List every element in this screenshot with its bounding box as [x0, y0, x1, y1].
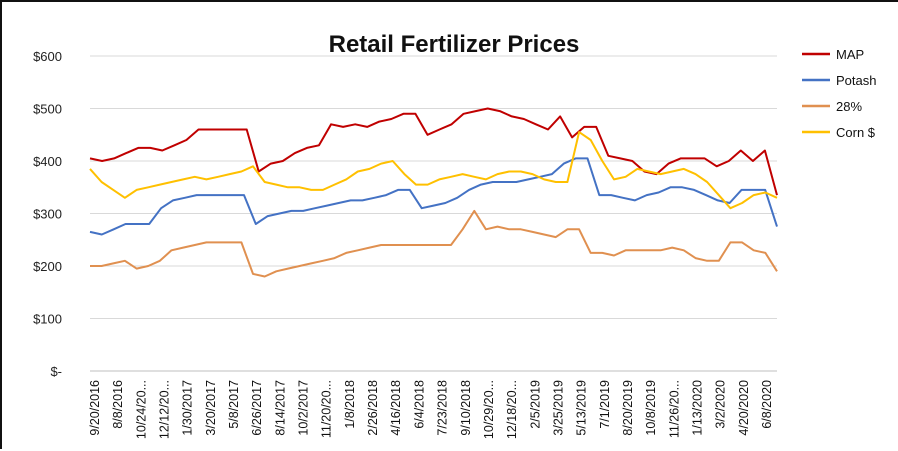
x-tick-label: 10/24/20... — [134, 380, 148, 439]
x-tick-label: 10/29/20... — [482, 380, 496, 439]
x-tick-label: 3/25/2019 — [551, 380, 565, 436]
x-tick-label: 11/20/20... — [320, 380, 334, 438]
x-tick-label: 8/14/2017 — [273, 380, 287, 436]
series-line-map — [89, 107, 778, 196]
x-tick-label: 8/20/2019 — [621, 380, 635, 436]
x-tick-label: 12/12/20... — [158, 380, 172, 439]
x-tick-label: 5/8/2017 — [227, 380, 241, 429]
x-tick-label: 6/26/2017 — [250, 380, 264, 436]
x-tick-label: 7/1/2019 — [598, 380, 612, 429]
x-tick-label: 5/13/2019 — [575, 380, 589, 436]
x-tick-label: 9/10/2018 — [459, 380, 473, 436]
x-tick-label: 10/2/2017 — [297, 380, 311, 436]
y-tick-label: $200 — [33, 259, 62, 274]
x-tick-label: 4/16/2018 — [389, 380, 403, 436]
chart-title: Retail Fertilizer Prices — [329, 31, 580, 58]
x-tick-label: 3/2/2020 — [714, 380, 728, 429]
legend-label: Potash — [836, 73, 876, 88]
y-tick-label: $- — [50, 364, 62, 379]
y-tick-label: $400 — [33, 154, 62, 169]
x-tick-label: 2/26/2018 — [366, 380, 380, 436]
y-tick-label: $600 — [33, 49, 62, 64]
gridlines — [90, 55, 777, 372]
x-tick-label: 3/20/2017 — [204, 380, 218, 436]
y-axis-ticks: $- $100 $200 $300 $400 $500 $600 — [33, 49, 62, 379]
legend-label: MAP — [836, 47, 864, 62]
y-tick-label: $100 — [33, 312, 62, 327]
x-tick-label: 9/20/2016 — [88, 380, 102, 436]
legend-label: 28% — [836, 99, 862, 114]
x-tick-label: 4/20/2020 — [737, 380, 751, 436]
x-axis-ticks: 9/20/2016 8/8/2016 10/24/20... 12/12/20... 1… — [88, 380, 774, 439]
x-tick-label: 7/23/2018 — [436, 380, 450, 436]
x-tick-label: 8/8/2016 — [111, 380, 125, 429]
x-tick-label: 10/8/2019 — [644, 380, 658, 436]
x-tick-label: 1/30/2017 — [181, 380, 195, 436]
series-line-potash — [89, 157, 778, 236]
series-lines — [89, 107, 778, 278]
series-line-corn — [89, 131, 778, 210]
x-tick-label: 11/26/20... — [667, 380, 681, 438]
x-tick-label: 12/18/20... — [505, 380, 519, 439]
x-tick-label: 6/8/2020 — [760, 380, 774, 429]
x-tick-label: 1/13/2020 — [691, 380, 705, 436]
x-tick-label: 1/8/2018 — [343, 380, 357, 429]
x-tick-label: 2/5/2019 — [528, 380, 542, 429]
y-tick-label: $500 — [33, 102, 62, 117]
x-tick-label: 6/4/2018 — [412, 380, 426, 429]
legend-label: Corn $ — [836, 125, 876, 140]
series-line-28 — [90, 209, 778, 278]
y-tick-label: $300 — [33, 207, 62, 222]
legend: MAP Potash 28% Corn $ — [802, 47, 876, 140]
